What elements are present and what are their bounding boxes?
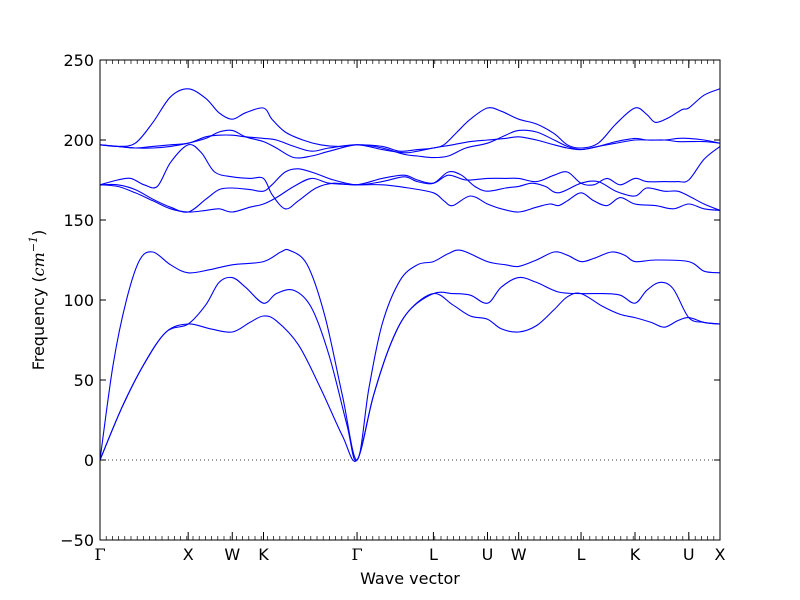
- x-axis-title: Wave vector: [360, 569, 460, 588]
- y-tick-label: 100: [63, 291, 94, 310]
- y-axis-title-suffix: ): [29, 230, 48, 236]
- band-line-4: [99, 177, 721, 213]
- band-line-9: [99, 88, 721, 152]
- band-line-2: [99, 276, 721, 462]
- y-axis-ticks: 250 200 150 100 50 0 −50: [60, 51, 720, 550]
- y-axis-title-prefix: Frequency (: [29, 276, 48, 370]
- minor-ticks: [99, 60, 715, 540]
- x-tick-label: L: [577, 545, 586, 564]
- band-line-5: [99, 168, 721, 213]
- y-tick-label: 250: [63, 51, 94, 70]
- band-line-7: [99, 129, 721, 159]
- band-line-3: [99, 248, 721, 461]
- y-axis-title-exponent: −1: [27, 236, 40, 252]
- y-tick-label: 50: [74, 371, 94, 390]
- x-tick-label: X: [715, 545, 726, 564]
- x-tick-label: K: [630, 545, 641, 564]
- y-tick-label: 0: [84, 451, 94, 470]
- x-tick-label: Γ: [351, 545, 362, 564]
- band-line-1: [99, 292, 721, 462]
- x-tick-label: U: [683, 545, 695, 564]
- y-tick-label: 150: [63, 211, 94, 230]
- series-group: [99, 88, 721, 462]
- band-line-8: [99, 134, 721, 154]
- y-axis-title-unit: cm: [29, 252, 48, 276]
- x-tick-label: L: [429, 545, 438, 564]
- x-tick-label: Γ: [94, 545, 105, 564]
- y-tick-label: −50: [60, 531, 94, 550]
- x-tick-label: K: [258, 545, 269, 564]
- y-tick-label: 200: [63, 131, 94, 150]
- x-tick-label: X: [183, 545, 194, 564]
- band-line-6: [99, 143, 721, 210]
- y-axis-title: Frequency (cm−1): [27, 230, 48, 371]
- x-tick-label: U: [482, 545, 494, 564]
- x-tick-label: W: [511, 545, 527, 564]
- x-tick-label: W: [224, 545, 240, 564]
